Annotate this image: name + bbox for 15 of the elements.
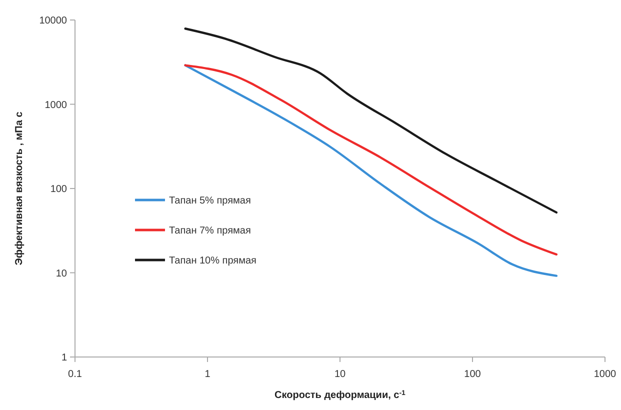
legend-label: Тапан 10% прямая — [169, 256, 256, 266]
x-axis-title: Скорость деформации, с$^{-1}$ — [274, 390, 406, 401]
x-tick-label: 1000 — [594, 369, 617, 380]
y-tick-label: 10 — [56, 268, 68, 280]
x-tick-label: 0.1 — [68, 369, 82, 380]
y-tick-label: 1000 — [44, 100, 68, 111]
y-axis-title: Эффективная вязкость , мПа с — [14, 111, 25, 266]
y-tick-label: 10000 — [39, 16, 68, 26]
x-tick-label: 1 — [204, 369, 211, 380]
x-tick-label: 10 — [334, 369, 346, 380]
y-tick-label: 1 — [61, 352, 68, 364]
x-tick-label: 100 — [464, 369, 482, 380]
legend-label: Тапан 5% прямая — [169, 196, 251, 206]
legend-label: Тапан 7% прямая — [169, 226, 251, 236]
y-tick-label: 100 — [50, 184, 68, 195]
